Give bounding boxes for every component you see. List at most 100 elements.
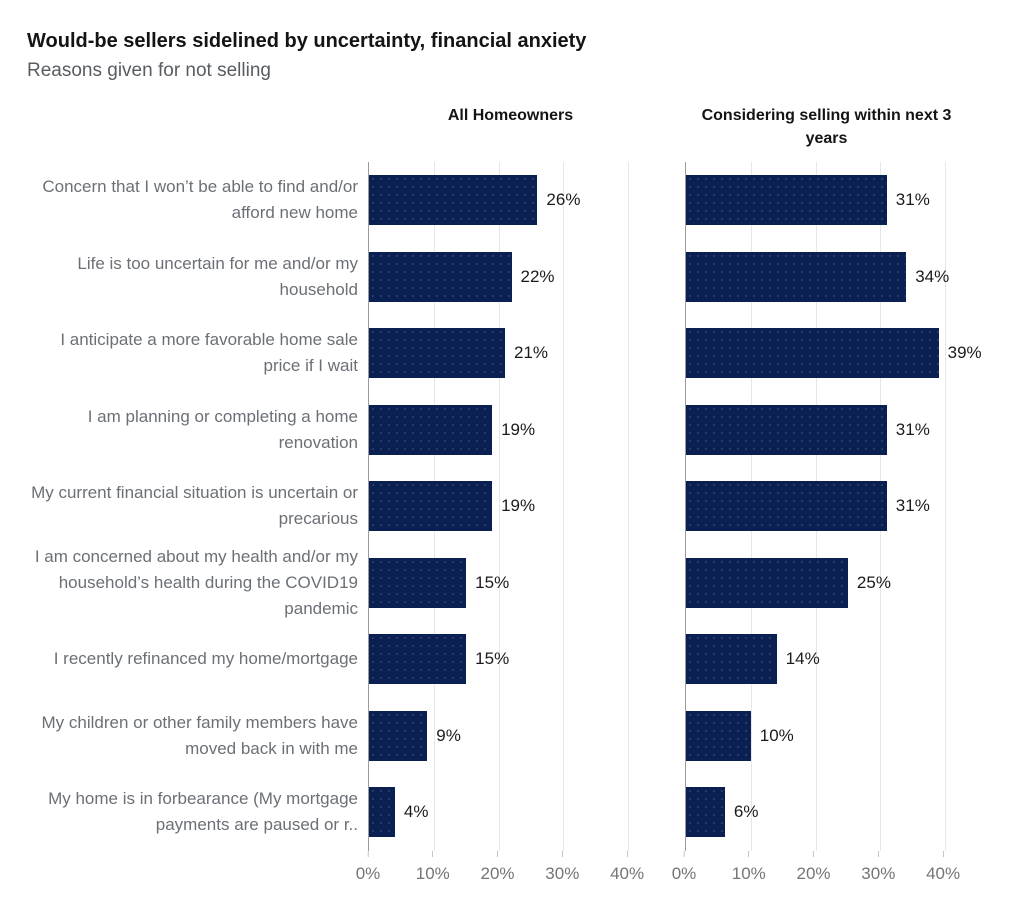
plot-all-homeowners: 19% (368, 468, 654, 545)
value-label: 26% (546, 190, 581, 210)
gridline (628, 774, 630, 851)
gridline (628, 468, 630, 545)
gridline (880, 697, 882, 774)
value-label: 39% (947, 343, 982, 363)
bar (686, 787, 725, 838)
plot-considering-selling: 31% (685, 162, 971, 239)
plot-all-homeowners: 21% (368, 315, 654, 392)
bar (369, 557, 467, 608)
plot-considering-selling: 25% (685, 544, 971, 621)
gridline (750, 774, 752, 851)
x-axis-row: 0% 10% 20% 30% 40% 0% 10% 20% 30% 40% (27, 850, 1004, 895)
gridline (945, 544, 947, 621)
tick-mark (367, 850, 369, 857)
plot-all-homeowners: 26% (368, 162, 654, 239)
category-label: Life is too uncertain for me and/or my h… (77, 253, 358, 299)
panel-header-considering-selling: Considering selling within next 3 years (701, 107, 952, 147)
gridline (628, 238, 630, 315)
plot-all-homeowners: 15% (368, 621, 654, 698)
panel-gap (654, 698, 685, 775)
bar (369, 634, 467, 685)
chart-subtitle: Reasons given for not selling (27, 60, 271, 81)
gridline (498, 391, 500, 468)
bar (369, 710, 428, 761)
gridline (498, 468, 500, 545)
gridline (945, 315, 947, 392)
bar (686, 710, 751, 761)
bar (686, 634, 777, 685)
gridline (563, 315, 565, 392)
value-label: 15% (475, 649, 510, 669)
panel-gap (654, 315, 685, 392)
gridline (628, 162, 630, 239)
tick-label: 30% (861, 863, 896, 883)
chart-title: Would-be sellers sidelined by uncertaint… (27, 30, 587, 52)
value-label: 21% (514, 343, 549, 363)
gridline (628, 544, 630, 621)
gridline (945, 774, 947, 851)
category-label: Concern that I won’t be able to find and… (42, 177, 358, 223)
value-label: 9% (436, 725, 461, 745)
plot-all-homeowners: 15% (368, 544, 654, 621)
panel-gap (654, 468, 685, 545)
chart-row: I am planning or completing a home renov… (27, 391, 1004, 468)
category-label: I recently refinanced my home/mortgage (53, 649, 358, 669)
tick-mark (942, 850, 944, 857)
gridline (433, 774, 435, 851)
gridline (628, 697, 630, 774)
gridline (750, 697, 752, 774)
tick-label: 0% (355, 863, 381, 883)
axis-left: 0% 10% 20% 30% 40% (356, 850, 653, 895)
tick-label: 20% (480, 863, 515, 883)
value-label: 25% (856, 572, 891, 592)
plot-considering-selling: 14% (685, 621, 971, 698)
plot-considering-selling: 31% (685, 391, 971, 468)
chart-rows: Concern that I won’t be able to find and… (27, 162, 1004, 851)
plot-all-homeowners: 22% (368, 238, 654, 315)
panel-headers: All Homeowners Considering selling withi… (27, 104, 1004, 150)
gridline (563, 391, 565, 468)
value-label: 4% (403, 802, 429, 822)
value-label: 14% (785, 649, 820, 669)
tick-label: 20% (796, 863, 831, 883)
tick-label: 10% (731, 863, 766, 883)
axis-tick: 30% (861, 850, 896, 884)
tick-mark (626, 850, 628, 857)
bar (686, 404, 887, 455)
gridline (945, 621, 947, 698)
chart-row: Concern that I won’t be able to find and… (27, 162, 1004, 239)
value-label: 31% (895, 190, 930, 210)
panel-gap (654, 239, 685, 316)
grouped-bar-chart: Concern that I won’t be able to find and… (27, 162, 1004, 895)
value-label: 31% (895, 419, 930, 439)
category-label: I anticipate a more favorable home sale … (60, 330, 358, 376)
plot-considering-selling: 6% (685, 774, 971, 851)
plot-considering-selling: 34% (685, 238, 971, 315)
gridline (945, 391, 947, 468)
axis-tick: 40% (610, 850, 644, 884)
gridline (563, 544, 565, 621)
gridline (815, 621, 817, 698)
axis-tick: 20% (480, 850, 515, 884)
category-label: My current financial situation is uncert… (31, 483, 358, 529)
axis-tick: 0% (355, 850, 381, 884)
plot-considering-selling: 39% (685, 315, 982, 392)
gridline (498, 697, 500, 774)
bar (686, 481, 887, 532)
axis-tick: 30% (545, 850, 579, 884)
label-column-spacer (27, 851, 368, 895)
tick-label: 10% (415, 863, 450, 883)
gridline (628, 315, 630, 392)
gridline (563, 238, 565, 315)
gridline (815, 774, 817, 851)
value-label: 6% (733, 802, 759, 822)
gridline (628, 621, 630, 698)
value-label: 19% (501, 496, 536, 516)
tick-mark (561, 850, 563, 857)
chart-row: I anticipate a more favorable home sale … (27, 315, 1004, 392)
panel-gap (654, 621, 685, 698)
panel-header-all-homeowners: All Homeowners (447, 107, 574, 124)
plot-considering-selling: 10% (685, 697, 971, 774)
bar (369, 328, 506, 379)
